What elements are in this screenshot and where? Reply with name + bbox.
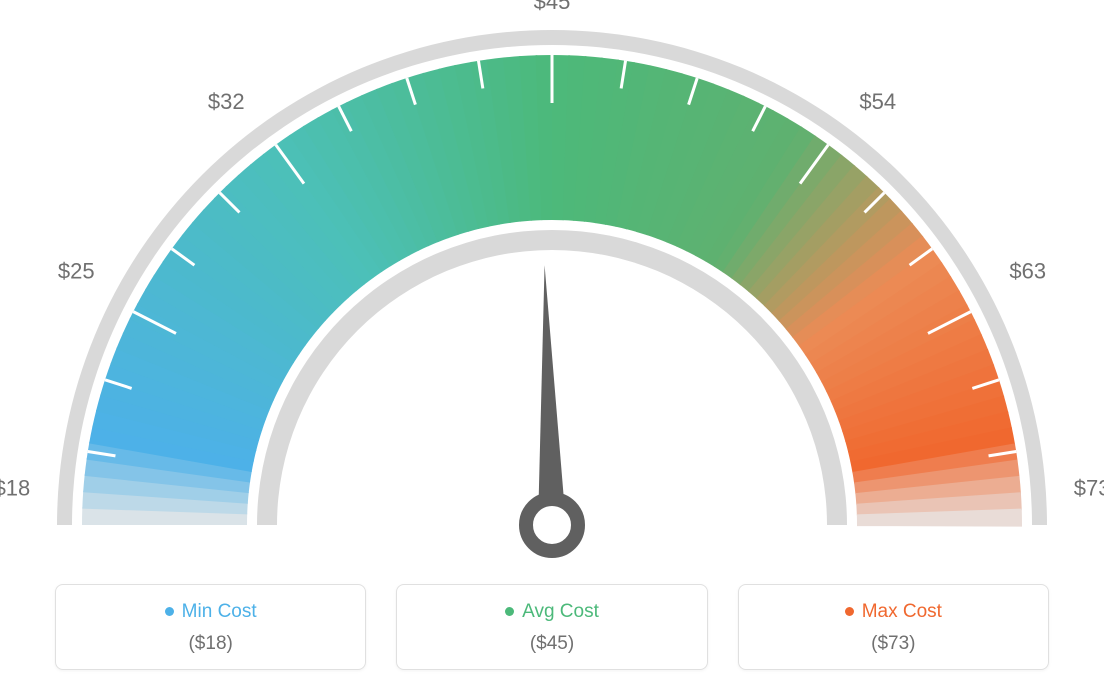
- legend-card-avg-cost: Avg Cost ($45): [396, 584, 707, 670]
- tick-label: $25: [58, 258, 95, 283]
- legend-row: Min Cost ($18) Avg Cost ($45) Max Cost ($73): [0, 584, 1104, 670]
- legend-title: Avg Cost: [407, 601, 696, 623]
- gauge-needle: [538, 265, 566, 525]
- tick-label: $32: [208, 89, 245, 114]
- gauge-hub: [526, 499, 578, 551]
- legend-dot: [165, 607, 174, 616]
- legend-value: ($45): [407, 633, 696, 655]
- legend-label: Avg Cost: [522, 601, 599, 622]
- legend-title: Min Cost: [66, 601, 355, 623]
- legend-dot: [505, 607, 514, 616]
- legend-label: Min Cost: [182, 601, 257, 622]
- legend-card-max-cost: Max Cost ($73): [738, 584, 1049, 670]
- tick-label: $54: [859, 89, 896, 114]
- legend-title: Max Cost: [749, 601, 1038, 623]
- tick-label: $18: [0, 476, 30, 501]
- legend-label: Max Cost: [862, 601, 942, 622]
- cost-gauge: $18 $25 $32 $45 $54 $63 $73: [0, 0, 1104, 560]
- legend-card-min-cost: Min Cost ($18): [55, 584, 366, 670]
- legend-value: ($73): [749, 633, 1038, 655]
- legend-dot: [845, 607, 854, 616]
- legend-value: ($18): [66, 633, 355, 655]
- tick-label: $63: [1009, 258, 1046, 283]
- tick-label: $45: [534, 0, 571, 14]
- tick-label: $73: [1074, 476, 1104, 501]
